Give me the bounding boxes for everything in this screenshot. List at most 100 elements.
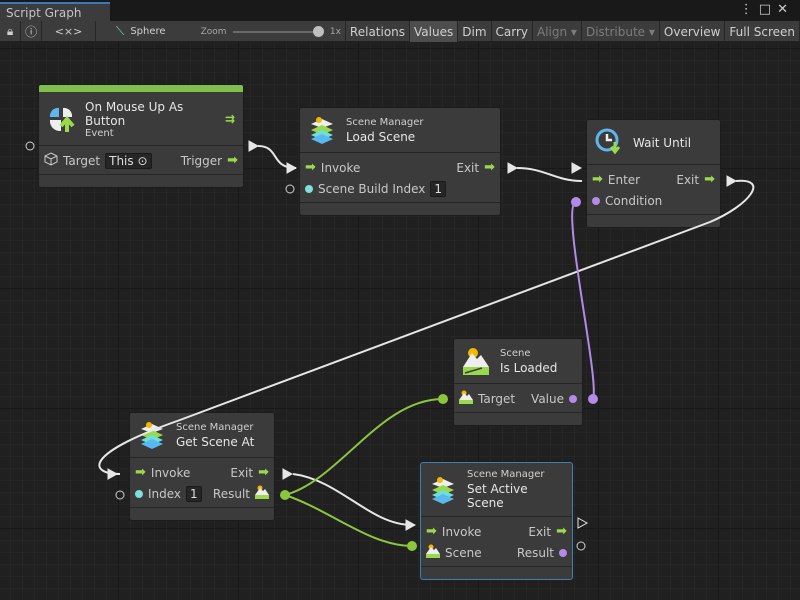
flow-port-icon[interactable]: ➡: [426, 524, 437, 539]
toolbar-button-values[interactable]: Values: [410, 21, 459, 42]
tab-bar: Script Graph ⋮□✕: [0, 0, 800, 21]
output-port[interactable]: Result: [517, 546, 567, 560]
output-port[interactable]: Exit ➡: [528, 524, 567, 539]
bool-port[interactable]: [569, 394, 577, 403]
port-row: ➡ Invoke Exit ➡: [426, 521, 567, 542]
port-label: Result: [212, 486, 250, 501]
node-header[interactable]: On Mouse Up As Button Event ⇉: [39, 92, 243, 146]
port-row: Scene Build Index 1: [305, 178, 495, 199]
output-port[interactable]: Result: [213, 485, 269, 502]
node-header[interactable]: Scene Manager Get Scene At: [130, 413, 274, 458]
object-port[interactable]: [305, 184, 313, 193]
node-header[interactable]: Scene Manager Set Active Scene: [421, 463, 572, 517]
port-row: ➡ Enter Exit ➡: [592, 169, 715, 190]
node-title: Wait Until: [633, 136, 692, 150]
node-header[interactable]: Wait Until: [587, 120, 720, 165]
scene-icon: [462, 347, 490, 375]
flow-port-icon[interactable]: ➡: [305, 160, 316, 175]
port-label: Enter: [607, 172, 641, 187]
node-titles: Scene Manager Get Scene At: [176, 422, 254, 449]
cube-icon: [44, 152, 58, 169]
port-row: Condition: [592, 190, 715, 211]
toolbar-button-overview[interactable]: Overview: [660, 21, 726, 42]
port-label: Condition: [605, 193, 663, 208]
toolbar-button-carry[interactable]: Carry: [492, 21, 534, 42]
node-titles: Wait Until: [633, 134, 691, 150]
info-icon: ⓘ: [25, 25, 38, 39]
flow-port-icon[interactable]: ➡: [484, 160, 495, 175]
toolbar-button-dim[interactable]: Dim: [458, 21, 492, 42]
node-subtitle: Event: [85, 128, 114, 139]
toolbar-button-align: Align ▾: [533, 21, 582, 42]
output-port[interactable]: Trigger ➡: [181, 153, 238, 168]
toolbar-button-relations[interactable]: Relations: [346, 21, 411, 42]
clock-icon: [595, 128, 623, 156]
zoom-slider[interactable]: [232, 25, 324, 37]
node-footer: [300, 203, 500, 215]
more-menu-icon[interactable]: ⋮: [739, 2, 759, 17]
node-subtitle: Scene Manager: [176, 421, 254, 433]
inline-value-field[interactable]: 1: [430, 180, 447, 197]
maximize-icon[interactable]: □: [758, 2, 778, 17]
node-load[interactable]: Scene Manager Load Scene ➡ Invoke Exit ➡ Scene…: [299, 107, 501, 216]
node-event[interactable]: On Mouse Up As Button Event ⇉ Target This ⊙ T…: [38, 84, 244, 188]
flow-port-icon[interactable]: ➡: [135, 465, 146, 480]
port-label: Exit: [456, 160, 480, 175]
port-label: Scene Build Index: [318, 181, 426, 196]
node-header[interactable]: Scene Manager Load Scene: [300, 108, 500, 153]
input-port[interactable]: Condition: [592, 194, 662, 208]
node-setactive[interactable]: Scene Manager Set Active Scene ➡ Invoke Exit…: [420, 462, 573, 580]
input-port[interactable]: Scene Build Index 1: [305, 180, 447, 197]
port-label: Trigger: [180, 153, 223, 168]
node-getat[interactable]: Scene Manager Get Scene At ➡ Invoke Exit ➡ Ind…: [129, 412, 275, 521]
node-footer: [587, 215, 720, 227]
output-port[interactable]: Exit ➡: [230, 465, 269, 480]
flow-port-icon[interactable]: ➡: [704, 172, 715, 187]
input-port[interactable]: Scene: [426, 544, 482, 561]
output-port[interactable]: Exit ➡: [456, 160, 495, 175]
output-port[interactable]: Exit ➡: [676, 172, 715, 187]
object-port[interactable]: [135, 489, 143, 498]
node-ports: ➡ Invoke Exit ➡ Index 1 Result: [130, 458, 274, 508]
scene-icon: [459, 390, 473, 407]
input-port[interactable]: Index 1: [135, 485, 202, 502]
port-row: Target Value: [459, 388, 577, 409]
bool-port[interactable]: [592, 196, 600, 205]
tab-script-graph[interactable]: Script Graph: [0, 2, 110, 21]
flow-port-icon[interactable]: ➡: [592, 172, 603, 187]
node-wait[interactable]: Wait Until ➡ Enter Exit ➡ Condition: [586, 119, 721, 228]
flow-port-icon[interactable]: ➡: [227, 153, 238, 168]
node-isloaded[interactable]: Scene Is Loaded Target Value: [453, 338, 583, 426]
bool-port[interactable]: [559, 548, 567, 557]
zoom-slider-handle[interactable]: [312, 25, 324, 37]
input-port[interactable]: ➡ Enter: [592, 172, 640, 187]
node-subtitle: Scene: [500, 347, 531, 359]
node-titles: Scene Is Loaded: [500, 348, 557, 375]
close-icon[interactable]: ✕: [777, 2, 794, 17]
input-port[interactable]: Target This ⊙: [44, 152, 152, 169]
port-label: Invoke: [150, 465, 191, 480]
info-button[interactable]: ⓘ: [21, 21, 43, 42]
port-row: Target This ⊙ Trigger ➡: [44, 150, 238, 171]
node-title: Is Loaded: [500, 360, 558, 375]
flow-port-icon[interactable]: ➡: [556, 524, 567, 539]
node-header[interactable]: Scene Is Loaded: [454, 339, 582, 384]
port-label: Invoke: [441, 524, 482, 539]
output-port[interactable]: Value: [531, 392, 577, 406]
port-label: Index: [148, 486, 182, 501]
input-port[interactable]: ➡ Invoke: [305, 160, 360, 175]
lock-button[interactable]: 🔒︎: [0, 21, 22, 42]
input-port[interactable]: ➡ Invoke: [135, 465, 190, 480]
port-row: ➡ Invoke Exit ➡: [135, 462, 269, 483]
port-row: Index 1 Result: [135, 483, 269, 504]
inline-value-field[interactable]: 1: [186, 485, 202, 502]
window-controls: ⋮□✕: [740, 2, 794, 17]
node-title: Set Active Scene: [467, 482, 528, 510]
input-port[interactable]: ➡ Invoke: [426, 524, 481, 539]
code-button[interactable]: <×>: [42, 21, 96, 42]
mouse-up-icon: [47, 105, 75, 133]
inline-value-field[interactable]: This ⊙: [105, 152, 152, 169]
toolbar-button-fullscreen[interactable]: Full Screen: [725, 21, 800, 42]
flow-port-icon[interactable]: ➡: [258, 465, 269, 480]
input-port[interactable]: Target: [459, 390, 515, 407]
